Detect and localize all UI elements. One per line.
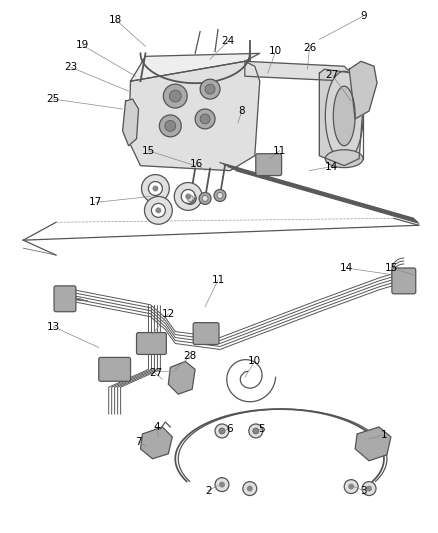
Circle shape	[362, 482, 376, 496]
Circle shape	[165, 120, 176, 131]
Text: 5: 5	[258, 424, 265, 434]
Polygon shape	[141, 427, 172, 459]
Text: 13: 13	[46, 321, 60, 332]
Circle shape	[174, 182, 202, 211]
Text: 4: 4	[153, 422, 160, 432]
Circle shape	[205, 84, 215, 94]
Text: 12: 12	[162, 309, 175, 319]
Circle shape	[219, 482, 225, 488]
FancyBboxPatch shape	[54, 286, 76, 312]
Circle shape	[155, 207, 161, 213]
FancyBboxPatch shape	[99, 358, 131, 381]
Circle shape	[215, 424, 229, 438]
FancyBboxPatch shape	[392, 268, 416, 294]
Ellipse shape	[333, 86, 355, 146]
Text: 25: 25	[46, 94, 60, 104]
Polygon shape	[245, 61, 354, 81]
Text: 6: 6	[226, 424, 233, 434]
Circle shape	[348, 483, 354, 490]
Circle shape	[200, 79, 220, 99]
Text: 27: 27	[325, 70, 339, 80]
Text: 26: 26	[303, 43, 316, 53]
Circle shape	[219, 428, 225, 434]
Text: 11: 11	[273, 146, 286, 156]
Text: 9: 9	[361, 11, 367, 21]
Polygon shape	[131, 53, 260, 81]
Circle shape	[253, 428, 259, 434]
Text: 15: 15	[142, 146, 155, 156]
Text: 3: 3	[360, 486, 367, 496]
FancyBboxPatch shape	[256, 154, 282, 175]
Circle shape	[185, 193, 191, 199]
Text: 2: 2	[205, 486, 212, 496]
Ellipse shape	[325, 71, 363, 160]
FancyBboxPatch shape	[193, 322, 219, 344]
Text: 1: 1	[381, 430, 387, 440]
Circle shape	[200, 114, 210, 124]
Circle shape	[163, 84, 187, 108]
Polygon shape	[129, 61, 260, 171]
Polygon shape	[319, 69, 364, 166]
Circle shape	[217, 192, 223, 198]
Text: 24: 24	[221, 36, 235, 46]
Polygon shape	[168, 361, 195, 394]
Circle shape	[249, 424, 263, 438]
Polygon shape	[123, 99, 138, 146]
FancyBboxPatch shape	[137, 333, 166, 354]
Text: 23: 23	[64, 62, 78, 72]
Circle shape	[243, 482, 257, 496]
Text: 7: 7	[135, 437, 142, 447]
Text: 8: 8	[239, 106, 245, 116]
Circle shape	[152, 185, 159, 191]
Text: 10: 10	[269, 46, 282, 56]
Text: 18: 18	[109, 14, 122, 25]
Circle shape	[247, 486, 253, 491]
Polygon shape	[349, 61, 377, 119]
Text: 10: 10	[248, 357, 261, 366]
Circle shape	[214, 190, 226, 201]
Circle shape	[181, 190, 195, 204]
Circle shape	[344, 480, 358, 494]
Circle shape	[366, 486, 372, 491]
Circle shape	[141, 175, 170, 203]
Ellipse shape	[325, 150, 363, 168]
Text: 11: 11	[212, 275, 225, 285]
Text: 15: 15	[385, 263, 399, 273]
Circle shape	[199, 192, 211, 204]
Circle shape	[195, 109, 215, 129]
Text: 27: 27	[149, 368, 162, 378]
Circle shape	[184, 192, 196, 204]
Text: 17: 17	[89, 197, 102, 207]
Circle shape	[145, 197, 172, 224]
Text: 14: 14	[325, 161, 338, 172]
Text: 19: 19	[76, 41, 89, 51]
Circle shape	[202, 196, 208, 201]
Text: 16: 16	[190, 159, 203, 168]
Circle shape	[148, 182, 162, 196]
Polygon shape	[355, 427, 391, 461]
Text: 14: 14	[339, 263, 353, 273]
Circle shape	[159, 115, 181, 137]
Circle shape	[152, 204, 165, 217]
Text: 28: 28	[184, 351, 197, 361]
Circle shape	[215, 478, 229, 491]
Circle shape	[170, 90, 181, 102]
Circle shape	[187, 196, 193, 201]
